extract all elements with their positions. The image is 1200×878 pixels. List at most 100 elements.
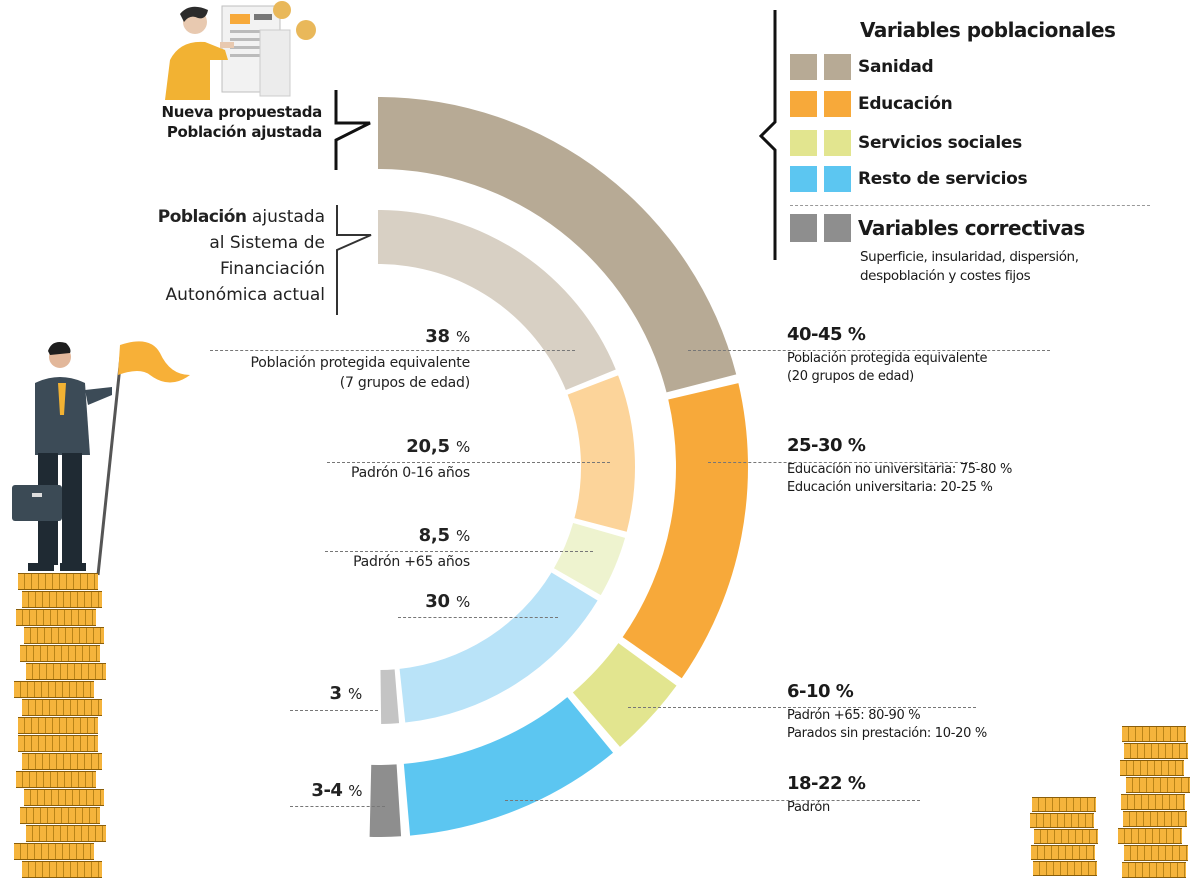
swatch-resto-servicios <box>790 166 817 192</box>
arc-segment <box>567 375 635 532</box>
arc-segment <box>572 643 677 747</box>
legend-bracket <box>758 10 777 260</box>
coin <box>22 753 102 770</box>
coin <box>1032 797 1096 812</box>
legend-label: Educación <box>858 94 953 114</box>
annotation-desc-2: (7 grupos de edad) <box>339 375 471 391</box>
annotation-3-4: 3-4 % <box>290 781 362 807</box>
inner-ring-label-line-2: al Sistema de <box>209 233 325 253</box>
inner-ring-label-line-1: ajustada <box>246 207 325 227</box>
coin <box>22 699 102 716</box>
annotation-desc-2: (20 grupos de edad) <box>787 369 914 384</box>
coin <box>18 717 98 734</box>
coin <box>1030 813 1094 828</box>
coin <box>16 609 96 626</box>
annotation-desc-1: Población protegida equivalente <box>250 355 471 371</box>
coin <box>14 681 94 698</box>
arc-segment <box>378 97 737 393</box>
coin <box>1033 861 1097 876</box>
coin <box>1123 811 1187 827</box>
swatch-servicios-sociales-2 <box>824 130 851 156</box>
coin <box>1120 760 1184 776</box>
annotation-desc-1: Padrón +65 años <box>353 554 470 570</box>
leader-line <box>708 462 978 463</box>
annotation-unit: % <box>455 593 470 611</box>
correctivas-desc-line-2: despoblación y costes fijos <box>860 268 1031 284</box>
annotation-value: 3 <box>329 683 343 704</box>
inner-ring-label-line-3: Financiación <box>220 259 325 279</box>
annotation-desc-2: Educación universitaria: 20-25 % <box>787 480 993 495</box>
arc-segment <box>399 572 598 723</box>
legend-correctivas-desc: Superficie, insularidad, dispersión, des… <box>860 248 1079 286</box>
inner-ring-label-bold: Población <box>157 207 247 227</box>
annotation-unit: % <box>455 328 470 346</box>
inner-ring-label: Población ajustada al Sistema de Financi… <box>100 204 325 308</box>
legend-item-correctivas: Variables correctivas <box>790 214 1085 242</box>
leader-line <box>290 710 378 711</box>
outer-ring-label-line-1: Nueva propuestada <box>161 103 322 121</box>
swatch-sanidad-2 <box>824 54 851 80</box>
leader-line <box>327 462 610 463</box>
swatch-educacion-2 <box>824 91 851 117</box>
annotation-value: 3-4 <box>311 780 343 801</box>
annotation-38: 38 % Población protegida equivalente (7 … <box>200 326 471 393</box>
coin <box>14 843 94 860</box>
coin-stack-right-short <box>1030 797 1100 877</box>
coin <box>1126 777 1190 793</box>
annotation-40-45: 40-45 % Población protegida equivalente … <box>787 324 988 386</box>
leader-line <box>688 350 1050 351</box>
annotation-desc-2: Parados sin prestación: 10-20 % <box>787 726 987 741</box>
coin <box>1124 743 1188 759</box>
swatch-correctivas <box>790 214 817 242</box>
annotation-value: 25-30 % <box>787 435 866 456</box>
leader-line <box>325 551 593 552</box>
coin <box>20 807 100 824</box>
annotation-value: 8,5 <box>418 525 450 546</box>
inner-ring-label-line-4: Autonómica actual <box>165 285 325 305</box>
leader-line <box>628 707 976 708</box>
annotation-value: 20,5 <box>406 436 450 457</box>
coin <box>1118 828 1182 844</box>
coin <box>20 645 100 662</box>
arc-segment <box>403 697 614 836</box>
annotation-value: 40-45 % <box>787 324 866 345</box>
annotation-20-5: 20,5 % Padrón 0-16 años <box>200 437 470 483</box>
annotation-3: 3 % <box>290 683 363 710</box>
coin <box>1031 845 1095 860</box>
coin <box>1124 845 1188 861</box>
arc-segment <box>380 669 400 724</box>
swatch-sanidad <box>790 54 817 80</box>
legend-label: Sanidad <box>858 57 934 77</box>
coin <box>22 861 102 878</box>
legend-item-servicios-sociales: Servicios sociales <box>790 130 1022 156</box>
arc-segment <box>553 522 626 596</box>
annotation-value: 38 <box>425 326 450 347</box>
coin <box>22 591 102 608</box>
annotation-desc-1: Población protegida equivalente <box>787 351 988 366</box>
annotation-value: 18-22 % <box>787 773 866 794</box>
coin <box>26 825 106 842</box>
arc-segment <box>622 383 748 679</box>
leader-line <box>505 800 920 801</box>
coin <box>18 735 98 752</box>
coin <box>24 627 104 644</box>
coin <box>1034 829 1098 844</box>
coin-stack-left <box>12 573 112 878</box>
annotation-desc-1: Padrón 0-16 años <box>351 465 470 481</box>
coin-stack-right-tall <box>1118 726 1190 878</box>
swatch-resto-servicios-2 <box>824 166 851 192</box>
legend-label: Servicios sociales <box>858 133 1022 153</box>
annotation-unit: % <box>455 438 470 456</box>
annotation-8-5: 8,5 % Padrón +65 años <box>200 526 470 572</box>
annotation-unit: % <box>348 782 362 800</box>
outer-ring-label: Nueva propuestada Población ajustada <box>100 102 322 142</box>
legend-item-sanidad: Sanidad <box>790 54 934 80</box>
coin <box>16 771 96 788</box>
outer-ring-bracket <box>334 90 371 170</box>
swatch-servicios-sociales <box>790 130 817 156</box>
annotation-desc-1: Padrón +65: 80-90 % <box>787 708 921 723</box>
annotation-6-10: 6-10 % Padrón +65: 80-90 % Parados sin p… <box>787 683 987 743</box>
person-with-document-illustration <box>165 1 316 100</box>
arc-segment <box>378 210 616 390</box>
